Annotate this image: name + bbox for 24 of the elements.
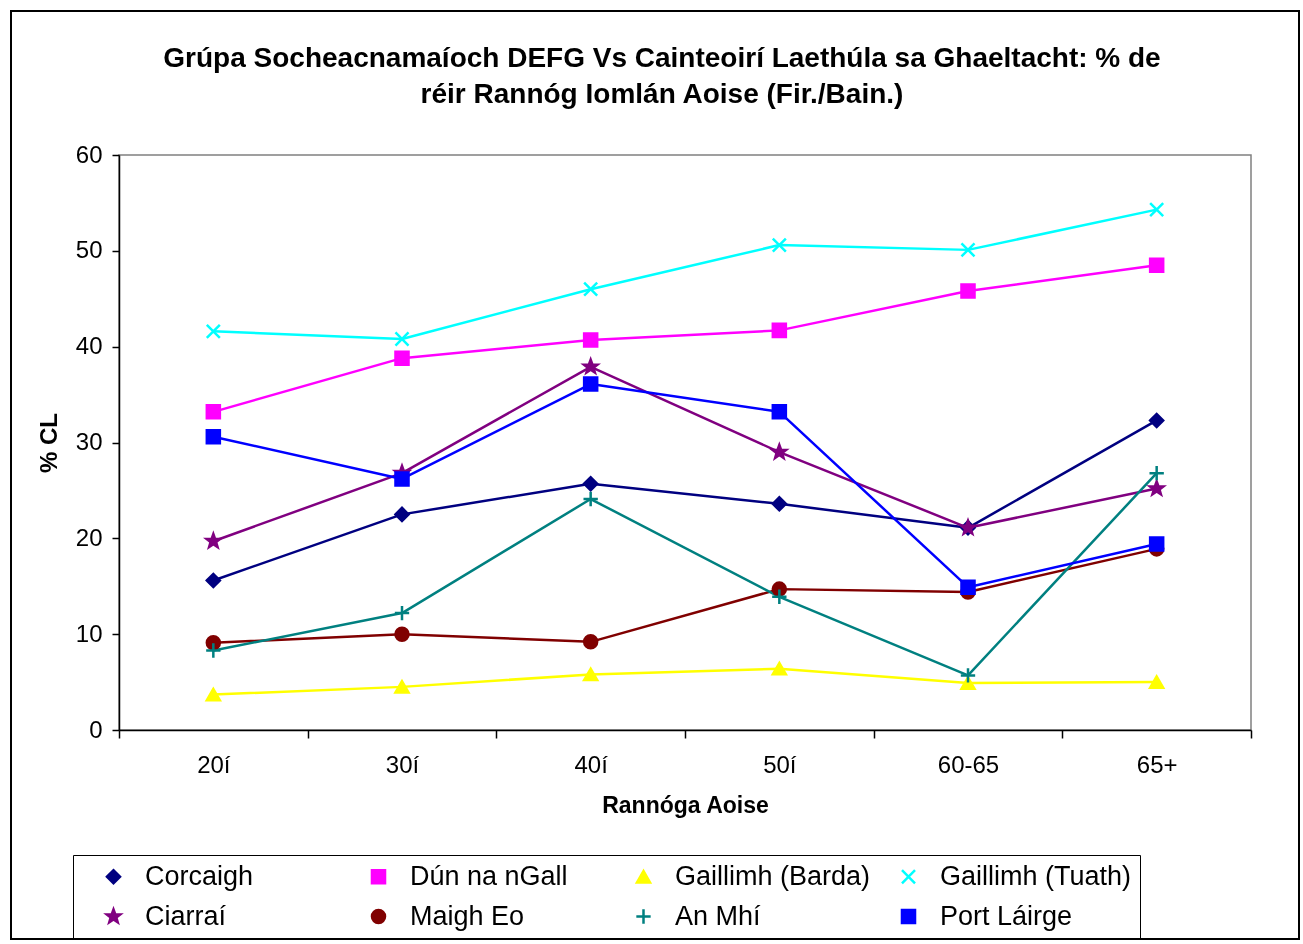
- legend-label: Gaillimh (Tuath): [940, 860, 1132, 891]
- y-tick-label: 60: [75, 140, 103, 168]
- legend-label: Maigh Eo: [410, 900, 525, 931]
- y-tick-label: 50: [75, 236, 103, 264]
- x-tick-label: 40í: [574, 750, 609, 778]
- x-tick-label: 65+: [1136, 750, 1178, 778]
- legend-label: Ciarraí: [145, 900, 227, 931]
- legend-label: An Mhí: [675, 900, 762, 931]
- chart-title: Grúpa Socheacnamaíoch DEFG Vs Cainteoirí Laethúla sa Ghaeltacht: % de réir Rannóg Iomlán Aoise (Fir./Bain.): [163, 42, 1161, 109]
- legend-label: Dún na nGall: [410, 860, 568, 891]
- x-tick-label: 20í: [197, 750, 231, 778]
- x-tick-label: 30í: [385, 750, 420, 778]
- y-tick-label: 40: [75, 332, 103, 360]
- y-tick-label: 30: [75, 428, 103, 455]
- legend-label: Corcaigh: [145, 860, 254, 891]
- x-tick-label: 50í: [763, 750, 797, 778]
- x-tick-label: 60-65: [937, 750, 1000, 778]
- y-tick-label: 0: [89, 715, 103, 743]
- y-tick-label: 20: [75, 523, 103, 551]
- x-axis-title: Rannóga Aoise: [602, 791, 769, 818]
- legend-label: Gaillimh (Barda): [675, 860, 871, 891]
- legend-label: Port Láirge: [940, 900, 1073, 931]
- y-tick-label: 10: [75, 619, 103, 647]
- y-axis-title: % CL: [34, 413, 62, 473]
